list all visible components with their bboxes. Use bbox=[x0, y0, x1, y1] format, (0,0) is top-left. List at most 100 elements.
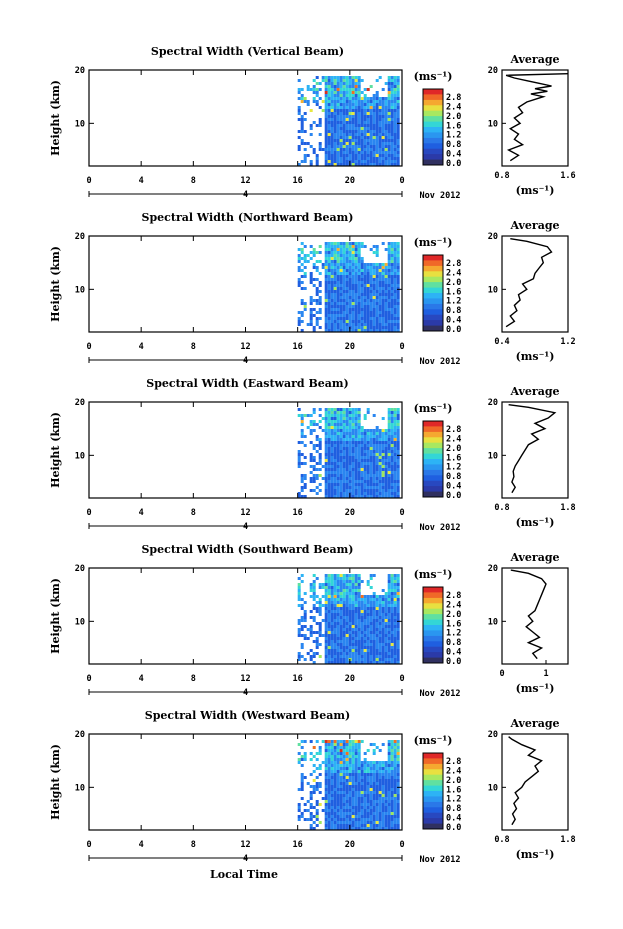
heatmap-cell bbox=[348, 79, 352, 82]
heatmap-cell bbox=[342, 97, 346, 100]
heatmap-cell bbox=[330, 652, 334, 655]
heatmap-cell bbox=[342, 275, 346, 278]
heatmap-cell bbox=[339, 477, 343, 480]
heatmap-cell bbox=[351, 317, 355, 320]
colorbar-frame bbox=[422, 586, 444, 664]
heatmap-cell bbox=[360, 661, 364, 664]
heatmap-cell bbox=[390, 800, 394, 803]
heatmap-cell bbox=[390, 495, 394, 498]
heatmap-cell bbox=[345, 755, 349, 758]
heatmap-cell bbox=[387, 643, 391, 646]
heatmap-cell bbox=[342, 495, 346, 498]
heatmap-cell bbox=[342, 278, 346, 281]
heatmap-cell bbox=[333, 824, 337, 827]
heatmap-cell bbox=[369, 121, 373, 124]
heatmap-cell bbox=[348, 435, 352, 438]
heatmap-cell bbox=[393, 743, 397, 746]
colorbar-segment bbox=[423, 303, 443, 310]
heatmap-cell bbox=[333, 248, 337, 251]
heatmap-cell bbox=[309, 658, 313, 661]
heatmap-cell bbox=[375, 468, 379, 471]
heatmap-cell bbox=[378, 263, 382, 266]
heatmap-cell bbox=[351, 121, 355, 124]
heatmap-cell bbox=[330, 782, 334, 785]
heatmap-cell bbox=[390, 432, 394, 435]
heatmap-cell bbox=[327, 148, 331, 151]
heatmap-cell bbox=[384, 139, 388, 142]
heatmap-cell bbox=[342, 423, 346, 426]
heatmap-cell bbox=[354, 631, 358, 634]
heatmap-cell bbox=[393, 794, 397, 797]
heatmap-cell bbox=[342, 601, 346, 604]
heatmap-cell bbox=[384, 782, 388, 785]
heatmap-cell bbox=[387, 809, 391, 812]
heatmap-cell bbox=[348, 779, 352, 782]
heatmap-cell bbox=[315, 299, 319, 302]
heatmap-cell bbox=[333, 779, 337, 782]
heatmap-cell bbox=[357, 278, 361, 281]
heatmap-cell bbox=[324, 266, 328, 269]
heatmap-cell bbox=[387, 121, 391, 124]
heatmap-cell bbox=[339, 770, 343, 773]
heatmap-cell bbox=[333, 163, 337, 166]
heatmap-cell bbox=[384, 492, 388, 495]
heatmap-cell bbox=[336, 483, 340, 486]
heatmap-cell bbox=[324, 779, 328, 782]
heatmap-cell bbox=[381, 293, 385, 296]
heatmap-cell bbox=[357, 272, 361, 275]
heatmap-cell bbox=[384, 293, 388, 296]
heatmap-cell bbox=[342, 658, 346, 661]
heatmap-cell bbox=[360, 480, 364, 483]
heatmap-cell bbox=[336, 779, 340, 782]
heatmap-cell bbox=[339, 124, 343, 127]
heatmap-cell bbox=[396, 278, 400, 281]
heatmap-cell bbox=[312, 88, 316, 91]
heatmap-cell bbox=[351, 592, 355, 595]
heatmap-cell bbox=[354, 435, 358, 438]
heatmap-cell bbox=[318, 604, 322, 607]
heatmap-cell bbox=[390, 290, 394, 293]
heatmap-cell bbox=[396, 812, 400, 815]
heatmap-cell bbox=[369, 770, 373, 773]
heatmap-cell bbox=[312, 631, 316, 634]
heatmap-cell bbox=[354, 791, 358, 794]
average-frame bbox=[501, 567, 569, 665]
heatmap-cell bbox=[339, 764, 343, 767]
heatmap-cell bbox=[351, 308, 355, 311]
heatmap-cell bbox=[312, 248, 316, 251]
heatmap-cell bbox=[384, 444, 388, 447]
heatmap-cell bbox=[390, 468, 394, 471]
heatmap-cell bbox=[333, 595, 337, 598]
heatmap-cell bbox=[336, 426, 340, 429]
heatmap-cell bbox=[366, 791, 370, 794]
heatmap-cell bbox=[336, 655, 340, 658]
heatmap-cell bbox=[393, 619, 397, 622]
heatmap-cell bbox=[378, 595, 382, 598]
heatmap-cell bbox=[348, 803, 352, 806]
heatmap-cell bbox=[312, 785, 316, 788]
heatmap-cell bbox=[384, 154, 388, 157]
heatmap-cell bbox=[366, 595, 370, 598]
heatmap-cell bbox=[357, 770, 361, 773]
heatmap-cell bbox=[369, 649, 373, 652]
heatmap-cell bbox=[375, 281, 379, 284]
heatmap-cell bbox=[384, 634, 388, 637]
heatmap-cell bbox=[366, 151, 370, 154]
heatmap-cell bbox=[309, 824, 313, 827]
heatmap-cell bbox=[360, 785, 364, 788]
heatmap-cell bbox=[312, 100, 316, 103]
heatmap-cell bbox=[375, 764, 379, 767]
heatmap-cell bbox=[345, 79, 349, 82]
heatmap-cell bbox=[366, 299, 370, 302]
colorbar-segment bbox=[423, 635, 443, 642]
heatmap-cell bbox=[381, 453, 385, 456]
heatmap-cell bbox=[387, 821, 391, 824]
heatmap-cell bbox=[345, 320, 349, 323]
heatmap-cell bbox=[333, 133, 337, 136]
heatmap-cell bbox=[327, 655, 331, 658]
heatmap-cell bbox=[360, 604, 364, 607]
heatmap-cell bbox=[330, 163, 334, 166]
heatmap-cell bbox=[342, 293, 346, 296]
heatmap-cell bbox=[318, 634, 322, 637]
heatmap-cell bbox=[363, 314, 367, 317]
